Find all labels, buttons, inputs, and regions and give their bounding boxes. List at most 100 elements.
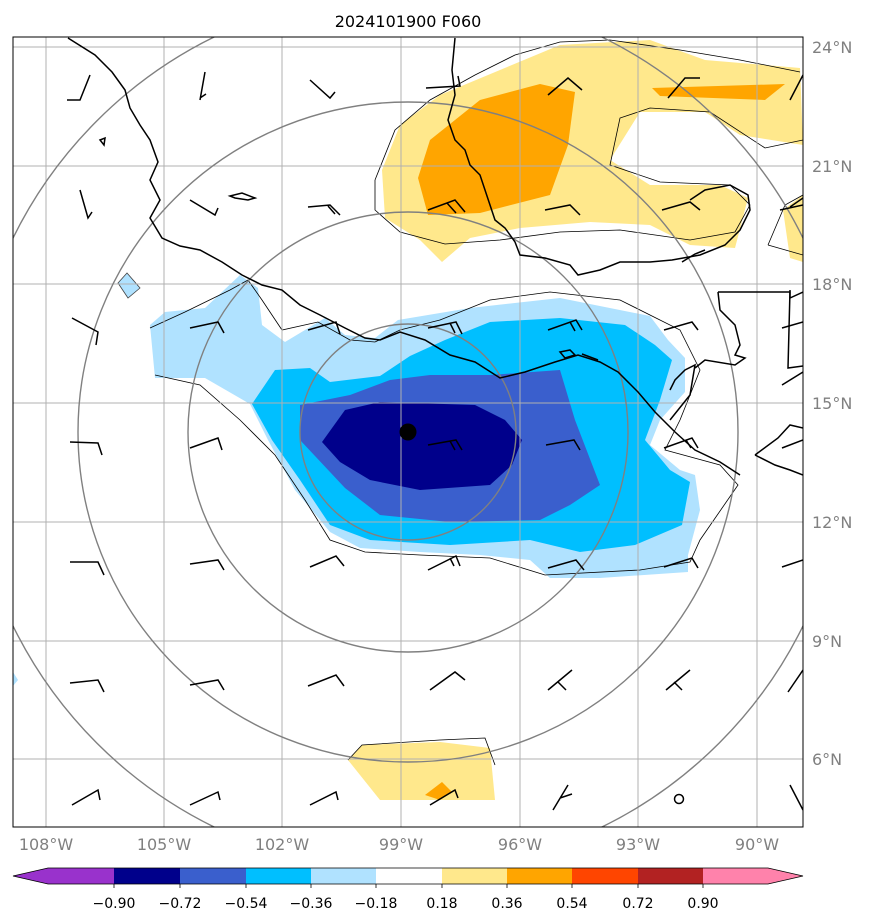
wind-barb: [661, 201, 701, 211]
colorbar-tick-label: −0.36: [290, 896, 333, 912]
wind-barb: [779, 197, 803, 211]
colorbar-bin: [246, 868, 311, 884]
colorbar-bin: [572, 868, 638, 884]
wind-barb: [69, 679, 105, 693]
colorbar-ticks: [113, 884, 704, 888]
colorbar-bin: [442, 868, 507, 884]
lat-label: 18°N: [812, 275, 852, 294]
wind-barb: [70, 561, 105, 576]
colorbar-bin: [507, 868, 572, 884]
wind-barb: [309, 79, 336, 100]
colorbar-tick-label: −0.90: [93, 896, 136, 912]
wind-barb: [199, 71, 207, 101]
wind-barb: [309, 555, 345, 568]
colorbar-tick-label: −0.72: [159, 896, 202, 912]
lat-label: 24°N: [812, 38, 852, 57]
lon-label: 99°W: [379, 835, 423, 854]
colorbar-bin: [311, 868, 376, 884]
wind-barb: [189, 559, 225, 571]
wind-barbs: [67, 71, 803, 811]
wind-barb: [663, 437, 699, 449]
colorbar-extend-high: [768, 868, 803, 884]
wind-barb: [307, 674, 345, 687]
wind-barb: [427, 439, 463, 451]
wind-barb: [667, 77, 700, 99]
wind-barb: [189, 437, 223, 451]
wind-barb: [547, 77, 583, 96]
anomaly-contours: [149, 39, 803, 766]
wind-barb: [427, 199, 466, 214]
positive-anomaly-east-light: [783, 195, 803, 262]
wind-barb: [427, 554, 461, 571]
wind-barb: [189, 321, 225, 334]
colorbar-tick-label: −0.54: [225, 896, 268, 912]
positive-anomaly-north-mid: [418, 84, 575, 215]
colorbar-bin: [703, 868, 768, 884]
plot-title: 2024101900 F060: [335, 12, 482, 31]
wind-barb: [71, 788, 101, 806]
wind-barb: [663, 557, 699, 569]
wind-barb: [665, 669, 691, 691]
wind-barb: [547, 319, 583, 332]
wind-barb: [547, 669, 573, 691]
colorbar-bin: [180, 868, 246, 884]
colorbar-outline: [12, 867, 804, 885]
longitude-labels: 108°W 105°W 102°W 99°W 96°W 93°W 90°W: [19, 835, 779, 854]
colorbar-tick-label: 0.36: [491, 896, 522, 912]
wind-barb: [67, 74, 91, 101]
range-ring-2: [187, 211, 629, 653]
wind-barb: [781, 439, 803, 449]
wind-barb: [781, 321, 803, 329]
wind-barb: [189, 199, 219, 217]
wind-barb: [547, 559, 585, 571]
wind-barb: [429, 788, 459, 806]
lat-label: 15°N: [812, 394, 852, 413]
wind-barb: [787, 669, 803, 693]
colorbar-extend-low: [13, 868, 48, 884]
colorbar: −0.90 −0.72 −0.54 −0.36 −0.18 0.18 0.36 …: [12, 867, 804, 912]
wind-barb: [781, 559, 803, 568]
lon-label: 93°W: [616, 835, 660, 854]
wind-barb: [307, 204, 341, 216]
colorbar-tick-label: −0.18: [355, 896, 398, 912]
positive-anomaly-south-light: [348, 742, 495, 800]
lat-label: 9°N: [812, 632, 842, 651]
wind-barb: [544, 204, 581, 216]
coastlines: [67, 37, 803, 476]
negative-anomaly-edge: [13, 672, 18, 686]
lon-label: 108°W: [19, 835, 74, 854]
wind-barb: [307, 321, 341, 335]
map-frame: [12, 36, 804, 828]
wind-barb: [789, 74, 803, 101]
wind-barb: [189, 679, 225, 691]
wind-barb: [79, 189, 93, 220]
colorbar-bin: [48, 868, 114, 884]
lat-label: 21°N: [812, 157, 852, 176]
wind-barb: [552, 784, 573, 811]
colorbar-tick-label: 0.18: [426, 896, 457, 912]
lon-label: 105°W: [137, 835, 192, 854]
wind-barb: [425, 75, 461, 89]
wind-barb: [309, 790, 339, 806]
storm-center-marker: [399, 423, 417, 441]
colorbar-bin: [376, 868, 442, 884]
range-ring-1: [299, 323, 517, 541]
calm-wind-circle: [673, 793, 685, 805]
colorbar-tick-label: 0.72: [622, 896, 653, 912]
latitude-labels: 24°N 21°N 18°N 15°N 12°N 9°N 6°N: [812, 38, 852, 769]
wind-barb: [69, 441, 103, 456]
range-rings: [13, 37, 803, 827]
wind-barb: [663, 321, 699, 331]
wind-barb: [789, 784, 803, 811]
wind-barb: [427, 321, 463, 335]
colorbar-tick-label: 0.90: [687, 896, 718, 912]
positive-anomaly-northeast-mid: [652, 84, 785, 100]
wind-barb: [545, 439, 581, 451]
lat-label: 12°N: [812, 513, 852, 532]
range-ring-3: [77, 101, 739, 763]
lon-label: 102°W: [255, 835, 310, 854]
lon-label: 96°W: [498, 835, 542, 854]
wind-barb: [429, 671, 466, 691]
colorbar-bin: [638, 868, 703, 884]
negative-anomaly-west-blob: [117, 272, 141, 299]
